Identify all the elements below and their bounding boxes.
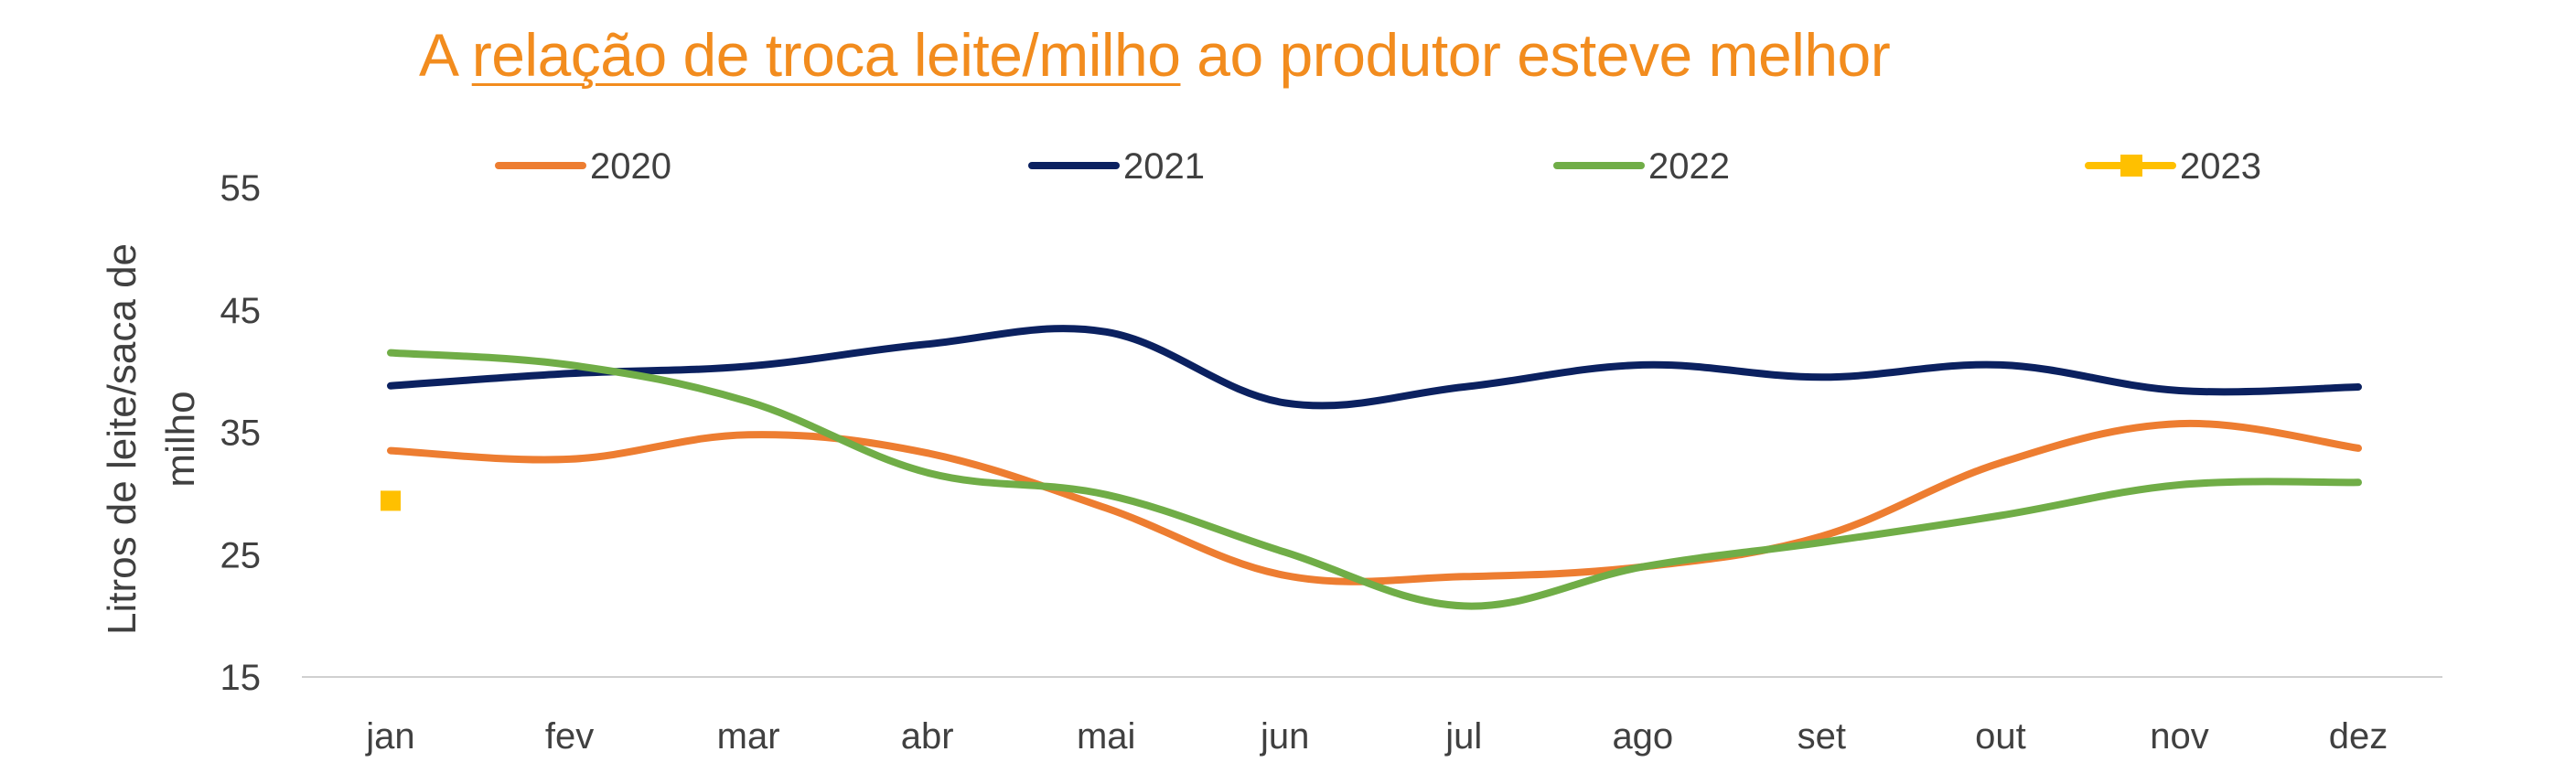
series-2023 [381,490,401,511]
series-2022 [387,349,2362,610]
x-tick-label: mai [1077,716,1135,757]
legend-item-2022: 2022 [1553,146,1730,187]
legend-marker [2120,155,2142,177]
x-tick-label: nov [2150,716,2209,757]
y-tick-label: 25 [220,535,262,575]
y-axis-label-line: Litros de leite/saca de [100,243,145,635]
series-line-2021 [387,325,2362,410]
x-tick-label: mar [717,716,780,757]
y-axis-label: Litros de leite/saca de milho [100,243,203,635]
title-suffix: ao produtor esteve melhor [1180,21,1891,89]
x-tick-label: fev [545,716,594,757]
x-tick-label: out [1975,716,2026,757]
legend-item-2021: 2021 [1028,146,1205,187]
legend-item-2023: 2023 [2085,146,2261,187]
legend-item-2020: 2020 [495,146,671,187]
chart-title-text: A relação de troca leite/milho ao produt… [419,20,1891,90]
series-line-2022 [387,349,2362,610]
y-tick-label: 15 [220,658,262,698]
x-tick-label: dez [2329,716,2388,757]
data-point-2023 [381,490,401,511]
legend-label: 2023 [2180,146,2261,187]
legend-label: 2020 [590,146,671,187]
y-axis-label-line: milho [158,391,203,487]
x-tick-label: ago [1612,716,1673,757]
series-2021 [387,325,2362,410]
y-tick-label: 35 [220,413,262,454]
legend-label: 2021 [1123,146,1205,187]
x-tick-label: jul [1444,716,1482,757]
title-underlined: relação de troca leite/milho [471,21,1181,89]
x-tick-labels: jan fev mar abr mai jun jul ago set out nov dez [365,716,2388,757]
y-tick-label: 45 [220,291,262,331]
y-tick-label: 55 [220,168,262,209]
x-tick-label: jun [1260,716,1309,757]
x-tick-label: set [1798,716,1846,757]
legend-label: 2022 [1648,146,1730,187]
x-tick-label: jan [365,716,414,757]
series-layer [381,325,2362,610]
y-tick-labels: 55 45 35 25 15 [220,168,262,698]
legend: 2020 2021 2022 2023 [495,146,2261,187]
title-prefix: A [419,21,472,89]
x-tick-label: abr [901,716,954,757]
